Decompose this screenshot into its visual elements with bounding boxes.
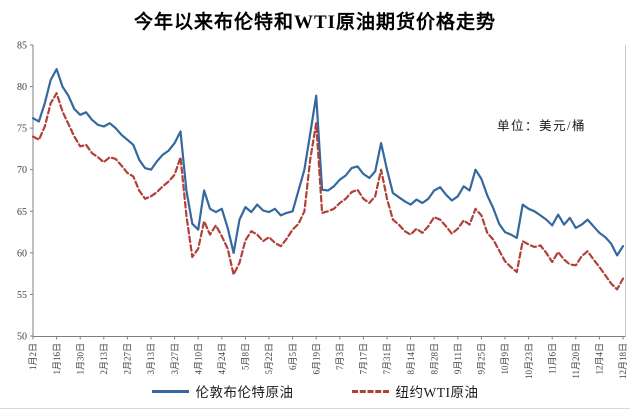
- x-tick-label: 8月28日: [429, 343, 439, 375]
- brent-price-line: [31, 68, 625, 257]
- x-tick-label: 3月27日: [170, 343, 180, 375]
- x-tick-label: 7月3日: [335, 343, 345, 370]
- y-tick-label: 85: [17, 41, 27, 52]
- wti-line-swatch: [351, 389, 389, 393]
- x-tick-label: 2月13日: [99, 343, 109, 375]
- figure-bottom-divider: [0, 408, 630, 409]
- x-tick-label: 11月6日: [547, 343, 557, 374]
- x-tick-label: 6月19日: [311, 343, 321, 375]
- x-tick-label: 1月16日: [52, 343, 62, 375]
- x-tick-label: 10月23日: [524, 343, 534, 379]
- x-tick-label: 11月20日: [571, 343, 581, 379]
- y-tick-label: 55: [17, 290, 27, 301]
- x-tick-label: 12月4日: [595, 343, 605, 375]
- chart-title: 今年以来布伦特和WTI原油期货价格走势: [133, 12, 497, 33]
- wti-price-line: [31, 92, 625, 291]
- legend-item-wti: 纽约WTI原油: [351, 381, 479, 401]
- x-tick-label: 12月18日: [618, 343, 628, 379]
- x-tick-label: 10月9日: [500, 343, 510, 375]
- x-tick-label: 9月25日: [477, 343, 487, 375]
- brent-line-swatch: [151, 389, 189, 393]
- x-tick-label: 5月22日: [264, 343, 274, 375]
- x-tick-label: 7月17日: [359, 343, 369, 375]
- chart-legend: 伦敦布伦特原油 纽约WTI原油: [0, 381, 630, 401]
- y-tick-label: 80: [17, 82, 27, 93]
- x-tick-label: 3月13日: [146, 343, 156, 375]
- legend-item-brent: 伦敦布伦特原油: [151, 381, 294, 401]
- unit-label: 单位：美元/桶: [497, 119, 586, 133]
- y-tick-label: 60: [17, 248, 27, 259]
- x-tick-label: 2月27日: [123, 343, 133, 375]
- brent-legend-label: 伦敦布伦特原油: [195, 385, 294, 400]
- x-tick-label: 9月11日: [453, 343, 463, 374]
- wti-legend-label: 纽约WTI原油: [395, 385, 479, 400]
- x-tick-label: 4月10日: [193, 343, 203, 375]
- x-tick-label: 7月31日: [382, 343, 392, 375]
- x-tick-label: 1月2日: [28, 343, 38, 370]
- x-tick-label: 1月30日: [75, 343, 85, 375]
- y-tick-label: 50: [17, 332, 27, 343]
- y-tick-label: 75: [17, 124, 27, 135]
- y-tick-label: 65: [17, 207, 27, 218]
- y-tick-label: 70: [17, 165, 27, 176]
- x-tick-label: 5月8日: [241, 343, 251, 370]
- x-tick-label: 4月24日: [217, 343, 227, 375]
- x-tick-label: 6月5日: [288, 343, 298, 370]
- x-tick-label: 8月14日: [406, 343, 416, 375]
